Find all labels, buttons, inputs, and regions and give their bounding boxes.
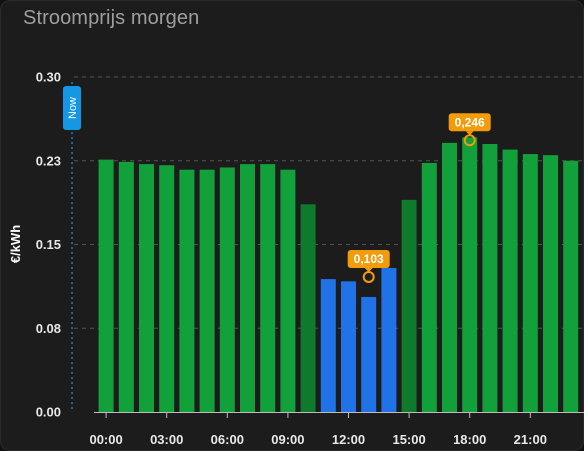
x-tick-label: 21:00 [514,432,547,447]
price-bar-06[interactable] [219,167,235,412]
price-bar-05[interactable] [199,169,215,412]
y-axis-ticks: 0.00 0.08 0.15 0.23 0.30 [36,70,61,420]
price-bar-19[interactable] [482,144,498,412]
annotation-pointer [465,131,474,136]
annotation-badge [448,113,491,132]
price-bar-10[interactable] [300,204,316,412]
y-tick-label: 0.23 [36,153,61,168]
price-bar-11[interactable] [320,279,336,412]
x-tick-label: 18:00 [453,432,486,447]
x-tick-label: 00:00 [89,432,122,447]
x-tick-label: 03:00 [150,432,183,447]
price-bar-15[interactable] [401,199,417,412]
now-badge [63,86,81,130]
price-bar-16[interactable] [421,162,437,412]
price-bar-07[interactable] [240,164,255,412]
price-bar-03[interactable] [159,165,175,412]
price-bar-21[interactable] [522,154,538,413]
y-axis-label: €/kWh [8,225,23,263]
y-tick-label: 0.30 [36,70,61,85]
x-axis-ticks: 00:00 03:00 06:00 09:00 12:00 15:00 18:00 21:00 [89,412,547,447]
x-tick-label: 15:00 [392,432,425,447]
annotation-label: 0,103 [354,252,384,266]
annotation-badge [347,249,390,268]
annotation-point [362,270,375,283]
price-bar-12[interactable] [341,281,356,412]
price-bar-20[interactable] [502,149,518,413]
price-bar-09[interactable] [280,169,296,412]
x-tick-label: 06:00 [211,432,244,447]
price-bar-14[interactable] [381,267,397,412]
annotation-label: 0,246 [455,115,485,129]
card-title: Stroomprijs morgen [23,7,200,29]
annotation-pointer [364,267,373,272]
now-label: Now [67,97,79,119]
x-tick-label: 12:00 [332,432,365,447]
price-bar-08[interactable] [260,164,276,412]
bars [98,137,579,413]
now-marker: Now [63,82,81,412]
price-bar-23[interactable] [563,160,579,412]
price-bar-00[interactable] [98,159,114,412]
annotations: 0,103 0,246 [347,113,491,283]
price-bar-18[interactable] [462,137,478,413]
price-bar-04[interactable] [179,169,195,412]
grid-lines [74,76,584,329]
y-tick-label: 0.08 [36,321,61,336]
price-bar-02[interactable] [139,164,154,412]
price-bar-01[interactable] [118,161,134,412]
price-bar-13[interactable] [361,296,377,412]
y-tick-label: 0.15 [36,237,61,252]
price-bar-22[interactable] [543,155,558,412]
x-tick-label: 09:00 [271,432,304,447]
price-bar-17[interactable] [442,142,457,412]
y-tick-label: 0.00 [36,405,61,420]
